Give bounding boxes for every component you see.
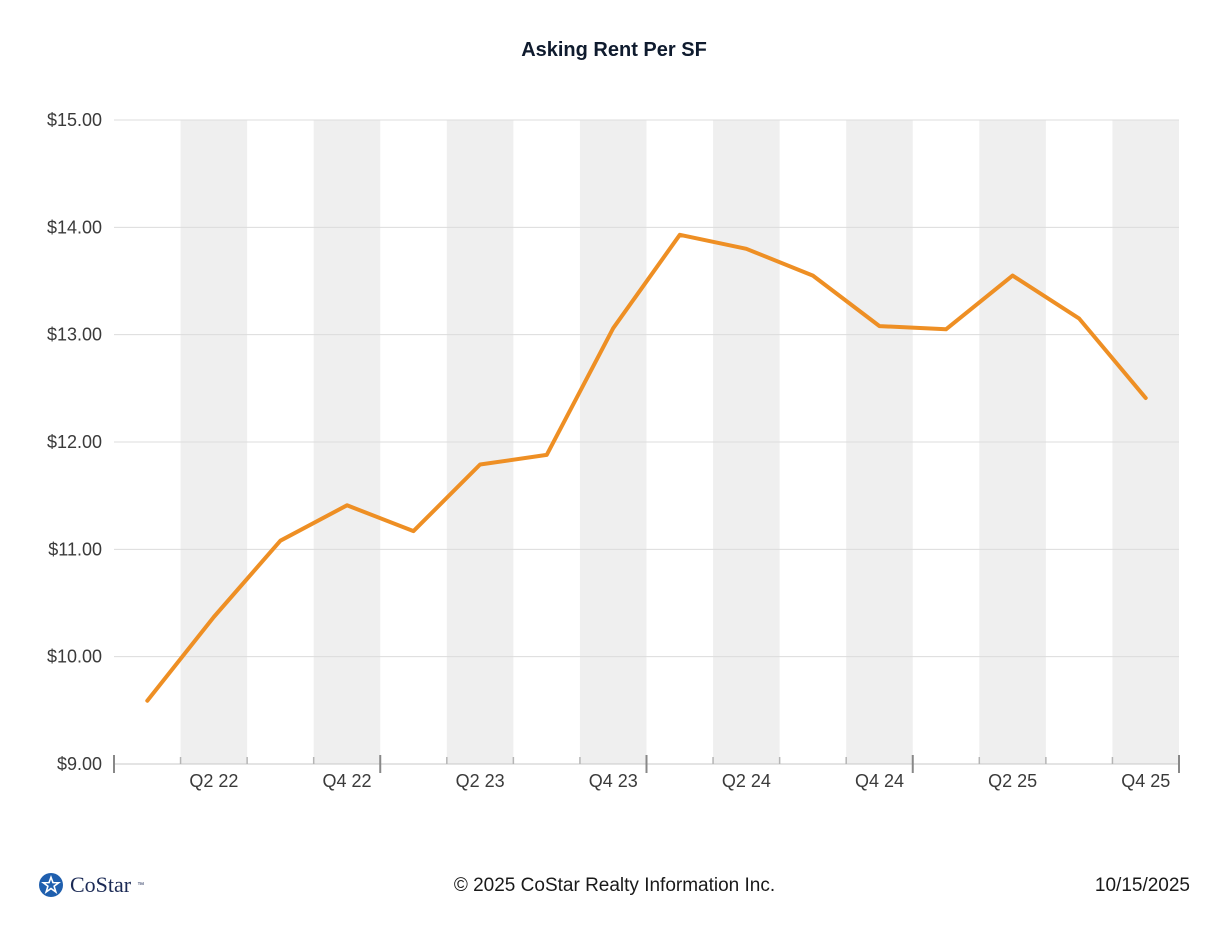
x-tick-label: Q2 23 [456, 771, 505, 791]
copyright-text: © 2025 CoStar Realty Information Inc. [453, 875, 776, 896]
x-tick-label: Q4 22 [322, 771, 371, 791]
costar-star-icon [39, 873, 63, 897]
report-date: 10/15/2025 [1094, 875, 1190, 896]
y-tick-label: $11.00 [48, 539, 102, 559]
y-tick-label: $10.00 [47, 647, 102, 667]
y-axis: $9.00 $10.00 $11.00 $12.00 $13.00 $14.00 $15.0… [47, 110, 102, 774]
chart-title: Asking Rent Per SF [521, 39, 707, 61]
x-axis: Q2 22 Q4 22 Q2 23 Q4 23 Q2 24 Q4 24 Q2 25 Q4 25 [113, 755, 1180, 791]
series-layer [145, 232, 1148, 703]
x-tick-label: Q4 23 [589, 771, 638, 791]
x-tick-label: Q2 25 [988, 771, 1037, 791]
y-tick-label: $13.00 [47, 325, 102, 345]
logo-trademark: ™ [137, 881, 145, 889]
x-tick-label: Q4 25 [1121, 771, 1170, 791]
x-tick-label: Q2 24 [722, 771, 771, 791]
y-tick-label: $15.00 [47, 110, 102, 130]
costar-logo: CoStar ™ [38, 872, 144, 898]
logo-text: CoStar [70, 872, 132, 897]
footer: CoStar ™ © 2025 CoStar Realty Information… [0, 868, 1229, 904]
chart: Asking Rent Per SF $9.00 $10.00 $11.00 $12.… [47, 39, 1180, 791]
y-tick-label: $12.00 [47, 432, 102, 452]
series-line [145, 232, 1148, 703]
y-tick-label: $14.00 [47, 217, 102, 237]
gridlines [114, 119, 1179, 658]
x-tick-label: Q4 24 [855, 771, 904, 791]
x-tick-label: Q2 22 [189, 771, 238, 791]
y-tick-label: $9.00 [57, 754, 102, 774]
